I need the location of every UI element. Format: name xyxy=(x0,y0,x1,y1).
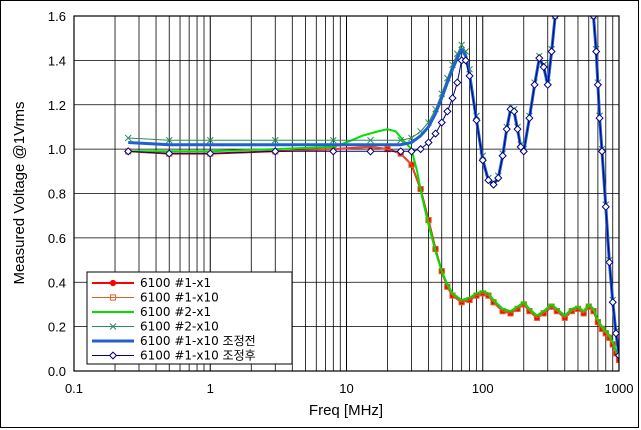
data-point xyxy=(443,107,452,116)
data-point xyxy=(592,47,601,56)
data-point xyxy=(453,78,462,87)
x-tick-labels: 0.1 1 10 100 1000 xyxy=(65,381,634,396)
data-point xyxy=(597,147,607,156)
x-tick-label: 100 xyxy=(472,381,494,396)
data-point xyxy=(510,107,519,116)
y-tick-label: 1.4 xyxy=(48,53,66,68)
data-point xyxy=(458,41,465,49)
data-point xyxy=(461,56,470,65)
legend-item: 6100 #2-x10 xyxy=(92,320,219,334)
legend-label: 6100 #1-x10 xyxy=(140,291,219,305)
y-tick-label: 0.4 xyxy=(48,275,66,290)
series-6 xyxy=(124,16,619,360)
legend-label: 6100 #1-x10 조정전 xyxy=(140,334,256,348)
data-point xyxy=(530,80,539,89)
data-point xyxy=(543,80,552,89)
data-point xyxy=(408,161,415,168)
data-point xyxy=(551,16,560,21)
data-point xyxy=(539,62,548,72)
y-tick-label: 0.0 xyxy=(48,364,66,379)
y-tick-label: 1.0 xyxy=(48,142,66,157)
data-point xyxy=(519,147,528,156)
data-point xyxy=(396,147,405,156)
data-point xyxy=(329,147,338,156)
data-point xyxy=(165,149,174,158)
data-point xyxy=(271,136,279,144)
x-tick-label: 1000 xyxy=(605,381,634,396)
data-point xyxy=(494,173,503,183)
legend-label: 6100 #1-x10 조정후 xyxy=(140,349,256,363)
y-tick-label: 0.8 xyxy=(48,187,66,202)
data-point xyxy=(535,54,544,63)
data-point xyxy=(465,71,474,81)
data-point xyxy=(367,136,374,144)
plot-border xyxy=(73,15,620,372)
y-tick-labels: 0.0 0.2 0.4 0.6 0.8 1.0 1.2 1.4 1.6 xyxy=(48,9,66,379)
legend-marker xyxy=(108,351,118,360)
y-tick-label: 0.6 xyxy=(48,231,66,246)
y-tick-label: 1.2 xyxy=(48,98,66,113)
data-point xyxy=(206,136,214,144)
legend-item: 6100 #1-x10 xyxy=(92,291,219,305)
data-point xyxy=(448,93,457,103)
data-point xyxy=(329,136,337,144)
legend-label: 6100 #2-x10 xyxy=(140,320,219,334)
legend-box xyxy=(86,271,293,365)
data-point xyxy=(206,149,215,158)
legend-marker xyxy=(109,279,117,287)
data-point xyxy=(513,125,522,134)
series-group xyxy=(124,16,619,364)
data-point xyxy=(489,180,498,189)
data-point xyxy=(478,156,487,165)
data-point xyxy=(366,147,375,156)
legend-item: 6100 #1-x10 조정전 xyxy=(92,334,256,348)
data-point xyxy=(498,151,507,160)
x-axis-label: Freq [MHz] xyxy=(309,402,383,419)
y-axis-label: Measured Voltage @1Vrms xyxy=(11,101,28,284)
data-point xyxy=(525,113,534,123)
data-point xyxy=(416,145,425,154)
series-line xyxy=(128,128,619,359)
data-point xyxy=(605,258,614,267)
legend-marker xyxy=(109,323,117,330)
data-point xyxy=(124,147,133,156)
data-point xyxy=(437,118,446,127)
data-point xyxy=(271,147,280,156)
legend-label: 6100 #2-x1 xyxy=(140,305,211,319)
data-point xyxy=(547,47,556,56)
x-tick-label: 10 xyxy=(339,381,353,396)
data-point xyxy=(502,125,511,134)
data-point xyxy=(407,147,416,156)
y-tick-label: 0.2 xyxy=(48,320,66,335)
data-point xyxy=(472,116,481,125)
x-tick-label: 0.1 xyxy=(65,381,83,396)
data-point xyxy=(124,134,132,142)
data-point xyxy=(601,202,610,211)
data-point xyxy=(484,176,493,185)
data-point xyxy=(431,129,440,138)
data-point xyxy=(593,80,603,89)
y-tick-label: 1.6 xyxy=(48,9,66,24)
legend-item: 6100 #1-x10 조정후 xyxy=(92,349,256,363)
data-point xyxy=(589,16,598,21)
data-point xyxy=(614,351,619,360)
data-point xyxy=(595,113,604,123)
data-point xyxy=(611,329,619,338)
series-3 xyxy=(128,128,619,359)
data-point xyxy=(615,356,619,364)
legend-marker xyxy=(109,294,117,301)
data-point xyxy=(397,136,405,144)
legend-item: 6100 #2-x1 xyxy=(92,305,211,319)
legend-item: 6100 #1-x1 xyxy=(92,276,211,290)
data-point xyxy=(165,136,173,144)
x-tick-label: 1 xyxy=(207,381,214,396)
data-point xyxy=(424,138,433,147)
legend-label: 6100 #1-x1 xyxy=(140,276,211,290)
data-point xyxy=(608,298,617,307)
